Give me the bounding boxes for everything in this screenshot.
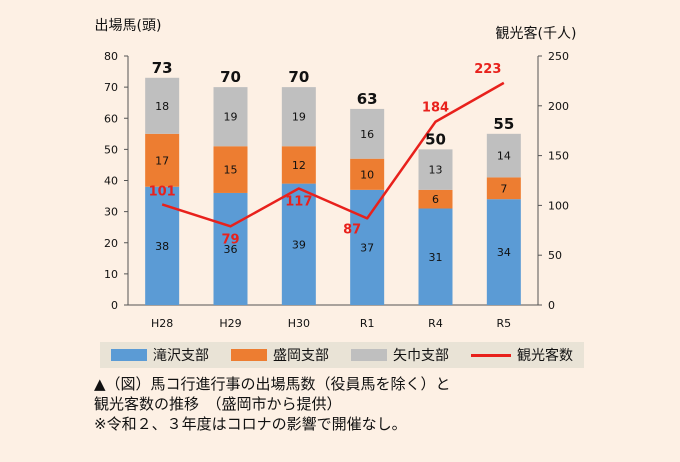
right-axis-title: 観光客(千人) bbox=[496, 25, 577, 42]
legend-item-visitors: 観光客数 bbox=[471, 345, 573, 365]
left-tick-label: 80 bbox=[104, 50, 118, 63]
bar-total-label: 55 bbox=[493, 115, 514, 133]
x-tick-label: H30 bbox=[288, 317, 310, 330]
right-tick-label: 0 bbox=[548, 299, 555, 312]
segment-value-label: 13 bbox=[429, 164, 443, 177]
chart-area: 出場馬(頭) 観光客(千人) 0 10 20 30 40 50 60 70 80 0 50 100 15… bbox=[95, 18, 577, 330]
legend-item-takizawa: 滝沢支部 bbox=[111, 345, 209, 365]
legend-swatch-yahaba bbox=[351, 349, 387, 361]
bar-segment bbox=[418, 189, 453, 209]
legend-label-visitors: 観光客数 bbox=[517, 348, 573, 364]
left-tick-label: 20 bbox=[104, 237, 118, 250]
legend-swatch-visitors bbox=[471, 353, 511, 357]
left-tick-label: 40 bbox=[104, 175, 118, 188]
segment-value-label: 19 bbox=[292, 111, 306, 124]
legend-swatch-morioka bbox=[231, 349, 267, 361]
bar-segment bbox=[418, 149, 453, 190]
visitor-value-label: 117 bbox=[285, 194, 312, 209]
segment-value-label: 39 bbox=[292, 238, 306, 251]
left-axis-title: 出場馬(頭) bbox=[95, 18, 162, 34]
visitor-value-label: 101 bbox=[149, 184, 176, 199]
bar-segment bbox=[281, 146, 316, 184]
segment-value-label: 19 bbox=[224, 111, 238, 124]
segment-value-label: 37 bbox=[360, 241, 374, 254]
x-tick-label: R4 bbox=[428, 317, 443, 330]
visitor-line-group bbox=[161, 81, 505, 228]
bar-segment bbox=[213, 87, 248, 147]
bar-segment bbox=[213, 146, 248, 193]
figure-caption: ▲（図）馬コ行進行事の出場馬数（役員馬を除く）と 観光客数の推移 （盛岡市から提… bbox=[94, 374, 654, 434]
visitor-value-label: 87 bbox=[343, 222, 361, 237]
segment-value-label: 7 bbox=[500, 182, 507, 195]
left-tick-label: 60 bbox=[104, 112, 118, 125]
bar-segment bbox=[281, 183, 316, 305]
left-tick-label: 10 bbox=[104, 268, 118, 281]
right-tick-label: 150 bbox=[548, 150, 569, 163]
x-tick-label: R5 bbox=[497, 317, 512, 330]
legend-swatch-takizawa bbox=[111, 349, 147, 361]
right-tick-label: 100 bbox=[548, 199, 569, 212]
bar-segment bbox=[145, 77, 180, 134]
left-tick-label: 30 bbox=[104, 206, 118, 219]
legend: 滝沢支部 盛岡支部 矢巾支部 観光客数 bbox=[100, 342, 584, 368]
bar-segment bbox=[486, 133, 521, 178]
visitor-value-label: 184 bbox=[422, 101, 449, 116]
visitor-line bbox=[161, 81, 505, 228]
segment-value-label: 15 bbox=[224, 164, 238, 177]
legend-label-yahaba: 矢巾支部 bbox=[393, 348, 449, 364]
bar-segment bbox=[350, 108, 385, 159]
x-tick-label: H29 bbox=[219, 317, 241, 330]
caption-line-2: 観光客数の推移 （盛岡市から提供） bbox=[94, 395, 342, 413]
bar-total-label: 50 bbox=[425, 130, 446, 148]
legend-label-takizawa: 滝沢支部 bbox=[153, 348, 209, 364]
segment-value-label: 38 bbox=[155, 240, 169, 253]
bar-segment bbox=[281, 87, 316, 147]
segment-value-label: 6 bbox=[432, 193, 439, 206]
segment-value-label: 17 bbox=[155, 154, 169, 167]
bar-total-label: 73 bbox=[152, 59, 173, 77]
legend-item-yahaba: 矢巾支部 bbox=[351, 345, 449, 365]
bar-segment bbox=[486, 199, 521, 305]
chart-frame: 0 10 20 30 40 50 60 70 80 0 50 100 150 200 250 H28 H29 H3… bbox=[104, 50, 569, 330]
right-tick-label: 200 bbox=[548, 100, 569, 113]
bar-total-label: 70 bbox=[220, 68, 241, 86]
segment-value-label: 12 bbox=[292, 159, 306, 172]
left-tick-label: 0 bbox=[111, 299, 118, 312]
legend-label-morioka: 盛岡支部 bbox=[273, 348, 329, 364]
visitor-value-label: 79 bbox=[221, 232, 239, 247]
caption-line-1: ▲（図）馬コ行進行事の出場馬数（役員馬を除く）と bbox=[94, 375, 451, 393]
x-tick-label: H28 bbox=[151, 317, 173, 330]
caption-line-3: ※令和２、３年度はコロナの影響で開催なし。 bbox=[94, 415, 407, 433]
bar-total-label: 63 bbox=[357, 90, 378, 108]
segment-value-label: 10 bbox=[360, 168, 374, 181]
segment-value-label: 16 bbox=[360, 128, 374, 141]
segment-value-label: 34 bbox=[497, 246, 511, 259]
bar-segment bbox=[350, 189, 385, 305]
bar-series-group bbox=[145, 77, 521, 305]
segment-value-label: 36 bbox=[224, 243, 238, 256]
x-tick-label: R1 bbox=[360, 317, 375, 330]
bar-segment bbox=[486, 177, 521, 200]
right-tick-label: 50 bbox=[548, 249, 562, 262]
left-tick-label: 70 bbox=[104, 81, 118, 94]
left-tick-label: 50 bbox=[104, 143, 118, 156]
bar-segment bbox=[145, 133, 180, 187]
segment-value-label: 18 bbox=[155, 100, 169, 113]
bar-segment bbox=[350, 158, 385, 190]
segment-value-label: 14 bbox=[497, 150, 511, 163]
bar-total-label: 70 bbox=[288, 68, 309, 86]
segment-value-label: 31 bbox=[429, 251, 443, 264]
bar-segment bbox=[145, 186, 180, 305]
data-labels-group: 38 17 18 73 36 15 19 70 39 12 19 70 37 10 16 63 31 6 13 50 3… bbox=[149, 59, 515, 264]
right-tick-label: 250 bbox=[548, 50, 569, 63]
bar-segment bbox=[213, 192, 248, 305]
visitor-value-label: 223 bbox=[474, 62, 501, 77]
bar-segment bbox=[418, 208, 453, 305]
legend-item-morioka: 盛岡支部 bbox=[231, 345, 329, 365]
